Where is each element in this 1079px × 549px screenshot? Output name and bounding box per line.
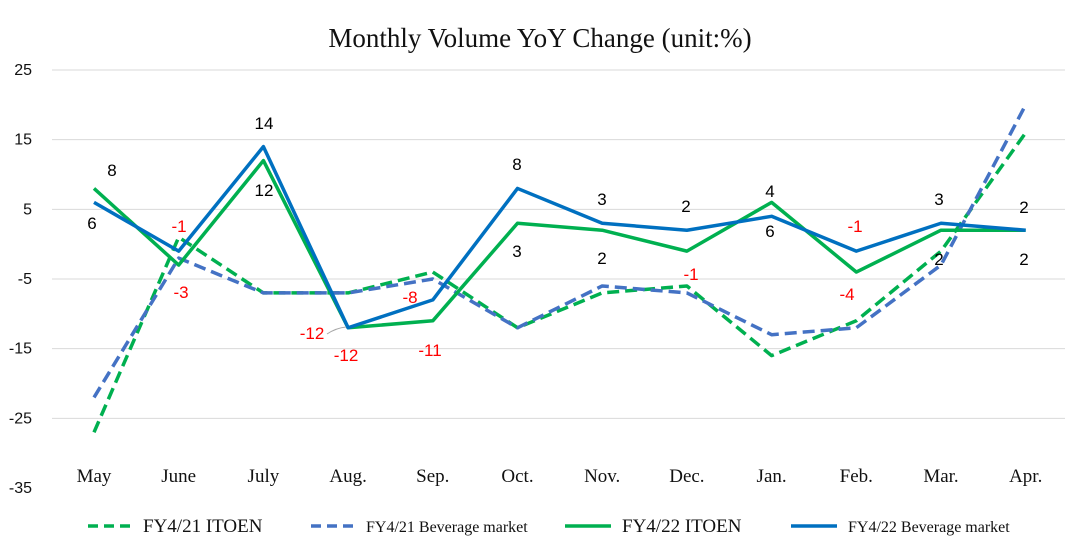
- legend-label-4: FY4/22 Beverage market: [848, 519, 1010, 536]
- data-label: 2: [681, 197, 690, 216]
- x-tick-label: Nov.: [584, 466, 620, 487]
- x-tick-label: Feb.: [840, 466, 873, 487]
- legend-label-1: FY4/21 ITOEN: [143, 516, 263, 537]
- series-line-3: [92, 158, 1026, 330]
- data-labels: 8 6 -1 -3 14 12 -12 -12 -8 -11 8 3 3 2 2 -1 4 6 -1 -4 3 2 2 2: [87, 114, 1028, 365]
- x-tick-label: May: [77, 466, 112, 487]
- data-label: -4: [839, 285, 854, 304]
- data-label: 4: [765, 182, 774, 201]
- data-label: 2: [597, 249, 606, 268]
- data-label: -8: [402, 288, 417, 307]
- legend-label-2: FY4/21 Beverage market: [366, 519, 528, 536]
- data-label: 2: [934, 250, 943, 269]
- data-label: 2: [1019, 198, 1028, 217]
- data-label: 12: [255, 181, 274, 200]
- y-tick-label: 5: [23, 201, 32, 218]
- y-tick-label: -15: [9, 341, 32, 358]
- data-label: -1: [847, 217, 862, 236]
- y-tick-label: -35: [9, 480, 32, 497]
- data-label: 6: [87, 214, 96, 233]
- data-label: 8: [512, 155, 521, 174]
- y-tick-label: 25: [14, 62, 32, 79]
- x-tick-label: Oct.: [501, 466, 533, 487]
- data-label: -1: [171, 217, 186, 236]
- series-lines: [92, 104, 1028, 433]
- x-tick-label: Apr.: [1009, 466, 1042, 487]
- legend-label-3: FY4/22 ITOEN: [622, 516, 742, 537]
- y-tick-label: 15: [14, 132, 32, 149]
- data-label: -12: [334, 346, 359, 365]
- data-label: 6: [765, 222, 774, 241]
- series-line-4: [93, 144, 1026, 330]
- y-axis-ticks: 25 15 5 -5 -15 -25 -35: [9, 62, 32, 497]
- x-axis-ticks: May June July Aug. Sep. Oct. Nov. Dec. Jan. Feb. M…: [77, 466, 1043, 487]
- y-tick-label: -5: [18, 271, 32, 288]
- data-label: 8: [107, 161, 116, 180]
- data-label: 3: [597, 190, 606, 209]
- x-tick-label: Jan.: [757, 466, 787, 487]
- x-tick-label: Sep.: [416, 466, 449, 487]
- data-label: -12: [300, 324, 325, 343]
- data-label: 2: [1019, 250, 1028, 269]
- series-line-1: [92, 131, 1028, 433]
- data-label: -1: [683, 265, 698, 284]
- x-tick-label: Mar.: [923, 466, 958, 487]
- x-tick-label: July: [248, 466, 280, 487]
- legend: FY4/21 ITOEN FY4/21 Beverage market FY4/22…: [88, 516, 1010, 537]
- data-label: 14: [255, 114, 274, 133]
- x-tick-label: Dec.: [669, 466, 704, 487]
- data-label: -3: [173, 283, 188, 302]
- y-tick-label: -25: [9, 410, 32, 427]
- x-tick-label: June: [161, 466, 196, 487]
- gridlines: [52, 69, 1065, 419]
- data-label: 3: [512, 242, 521, 261]
- x-tick-label: Aug.: [329, 466, 366, 487]
- data-label: 3: [934, 190, 943, 209]
- series-line-2: [92, 104, 1028, 399]
- chart-title: Monthly Volume YoY Change (unit:%): [328, 23, 751, 53]
- data-label: -11: [418, 341, 441, 360]
- leader-line: [326, 326, 347, 335]
